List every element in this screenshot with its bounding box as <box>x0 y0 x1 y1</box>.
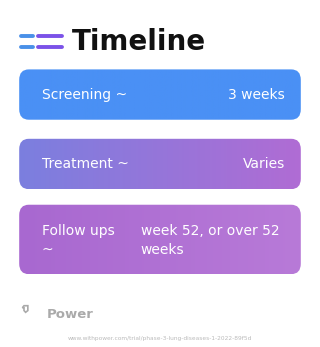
Text: week 52, or over 52: week 52, or over 52 <box>141 224 279 238</box>
FancyBboxPatch shape <box>19 139 301 189</box>
Text: Power: Power <box>46 307 93 321</box>
FancyBboxPatch shape <box>19 205 301 274</box>
Text: 3 weeks: 3 weeks <box>228 87 285 102</box>
FancyBboxPatch shape <box>19 69 301 120</box>
Text: ~: ~ <box>42 243 53 257</box>
Text: www.withpower.com/trial/phase-3-lung-diseases-1-2022-89f5d: www.withpower.com/trial/phase-3-lung-dis… <box>68 336 252 341</box>
Text: weeks: weeks <box>141 243 184 257</box>
Text: Timeline: Timeline <box>72 28 206 56</box>
Text: Follow ups: Follow ups <box>42 224 114 238</box>
Text: Varies: Varies <box>243 157 285 171</box>
Text: Treatment ~: Treatment ~ <box>42 157 128 171</box>
Text: Screening ~: Screening ~ <box>42 87 127 102</box>
